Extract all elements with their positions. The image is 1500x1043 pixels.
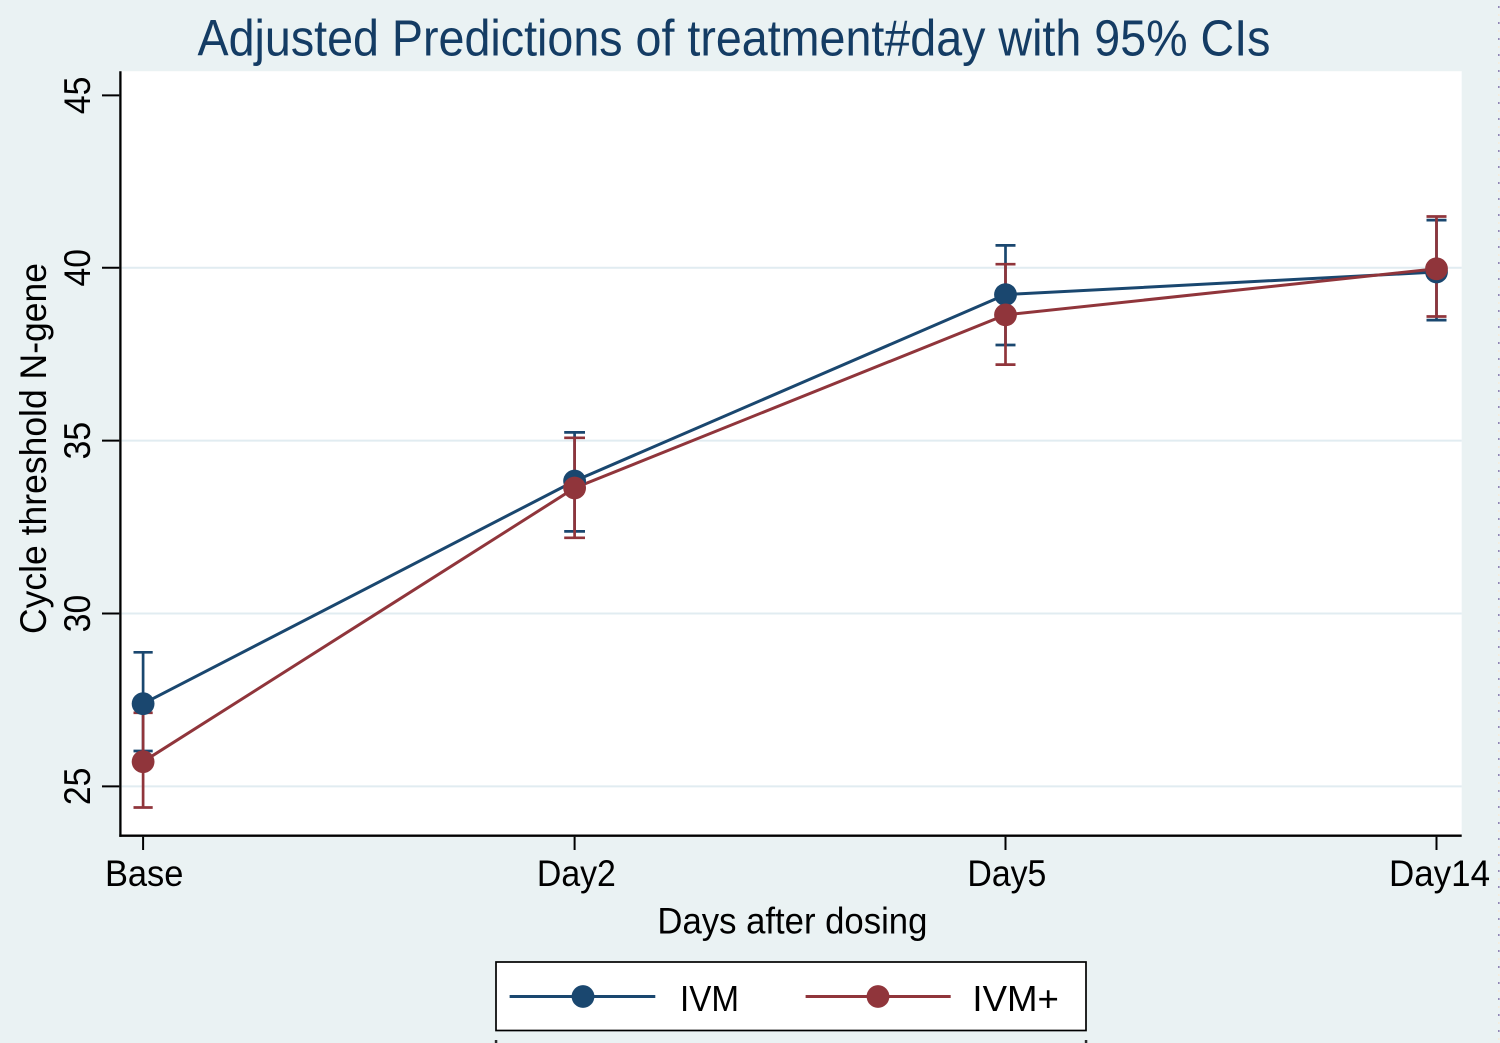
svg-text:35: 35 xyxy=(57,422,98,460)
svg-text:Adjusted Predictions of treatm: Adjusted Predictions of treatment#day wi… xyxy=(198,9,1271,66)
svg-text:Day14: Day14 xyxy=(1389,853,1490,894)
svg-text:30: 30 xyxy=(57,595,98,633)
svg-text:Day5: Day5 xyxy=(967,853,1046,894)
svg-text:Base: Base xyxy=(105,853,184,894)
svg-text:IVM: IVM xyxy=(680,978,739,1019)
svg-text:IVM+: IVM+ xyxy=(972,978,1059,1019)
svg-text:Days after dosing: Days after dosing xyxy=(657,900,927,941)
svg-text:Cycle threshold N-gene: Cycle threshold N-gene xyxy=(13,263,54,634)
svg-text:45: 45 xyxy=(57,77,98,115)
svg-text:25: 25 xyxy=(57,768,98,806)
svg-text:Day2: Day2 xyxy=(537,853,616,894)
svg-text:40: 40 xyxy=(57,249,98,287)
